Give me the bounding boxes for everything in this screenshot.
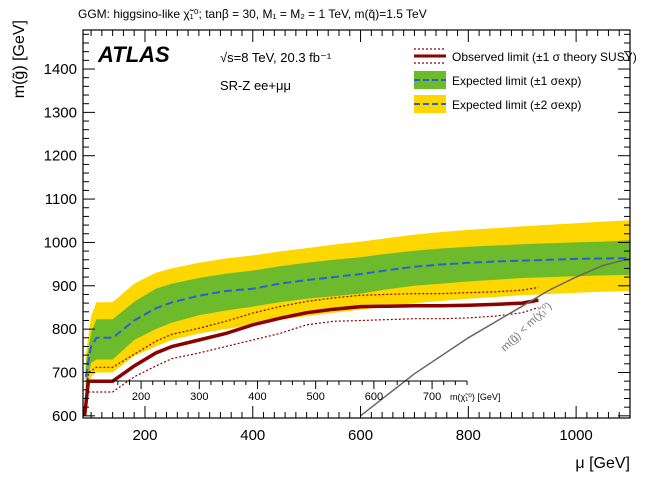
energy-label: √s=8 TeV, 20.3 fb⁻¹	[220, 50, 332, 65]
x-axis-label: μ [GeV]	[575, 455, 630, 472]
y-tick-label: 1400	[44, 61, 77, 78]
y-tick-label: 1200	[44, 148, 77, 165]
legend: Observed limit (±1 σ theory SUSY) Expect…	[414, 48, 637, 113]
secondary-x-tick-label: 400	[248, 391, 266, 403]
y-tick-label: 600	[52, 408, 77, 425]
legend-swatch-observed	[414, 48, 446, 64]
y-tick-label: 1000	[44, 234, 77, 251]
plot-area: 200 400 600 800 1000 600 700 800 900 1000 1100 1200…	[44, 29, 631, 444]
legend-label-expected-1sigma: Expected limit (±1 σexp)	[452, 74, 581, 88]
observed-minus-theory-line	[84, 306, 539, 416]
y-tick-label: 700	[52, 364, 77, 381]
secondary-x-tick-label: 700	[423, 391, 441, 403]
secondary-x-tick-label: 200	[132, 391, 150, 403]
x-tick-label: 600	[348, 427, 373, 444]
x-tick-label: 200	[132, 427, 157, 444]
kinematic-label: m(g̃) < m(χ̃₁⁰)	[499, 300, 554, 354]
region-label: SR-Z ee+μμ	[220, 78, 291, 93]
y-tick-label: 900	[52, 278, 77, 295]
observed-limit-line	[83, 298, 539, 416]
secondary-x-axis-label: m(χ̃₁⁰) [GeV]	[450, 392, 500, 402]
plot-content	[83, 220, 630, 417]
observed-plus-theory-line	[84, 286, 539, 416]
legend-swatch-expected-2sigma	[414, 95, 446, 113]
legend-label-observed: Observed limit (±1 σ theory SUSY)	[452, 50, 637, 64]
y-axis-label: m(g̃) [GeV]	[11, 20, 28, 98]
secondary-x-tick-label: 500	[307, 391, 325, 403]
y-tick-label: 1100	[45, 191, 77, 208]
legend-label-expected-2sigma: Expected limit (±2 σexp)	[452, 98, 581, 112]
x-tick-label: 400	[240, 427, 265, 444]
legend-swatch-expected-1sigma	[414, 71, 446, 89]
expected-1sigma-band	[85, 240, 630, 391]
secondary-x-tick-label: 600	[365, 391, 383, 403]
y-tick-label: 800	[52, 321, 77, 338]
y-tick-label: 1300	[44, 104, 77, 121]
x-tick-label: 1000	[559, 427, 592, 444]
plot-frame	[82, 29, 631, 419]
secondary-x-tick-label: 300	[190, 391, 208, 403]
kinematic-boundary-line	[360, 257, 630, 417]
x-tick-label: 800	[456, 427, 481, 444]
header-line: GGM: higgsino-like χ̃₁⁰; tanβ = 30, M₁ =…	[78, 7, 427, 21]
expected-limit-line	[84, 257, 630, 377]
experiment-label: ATLAS	[97, 42, 170, 67]
